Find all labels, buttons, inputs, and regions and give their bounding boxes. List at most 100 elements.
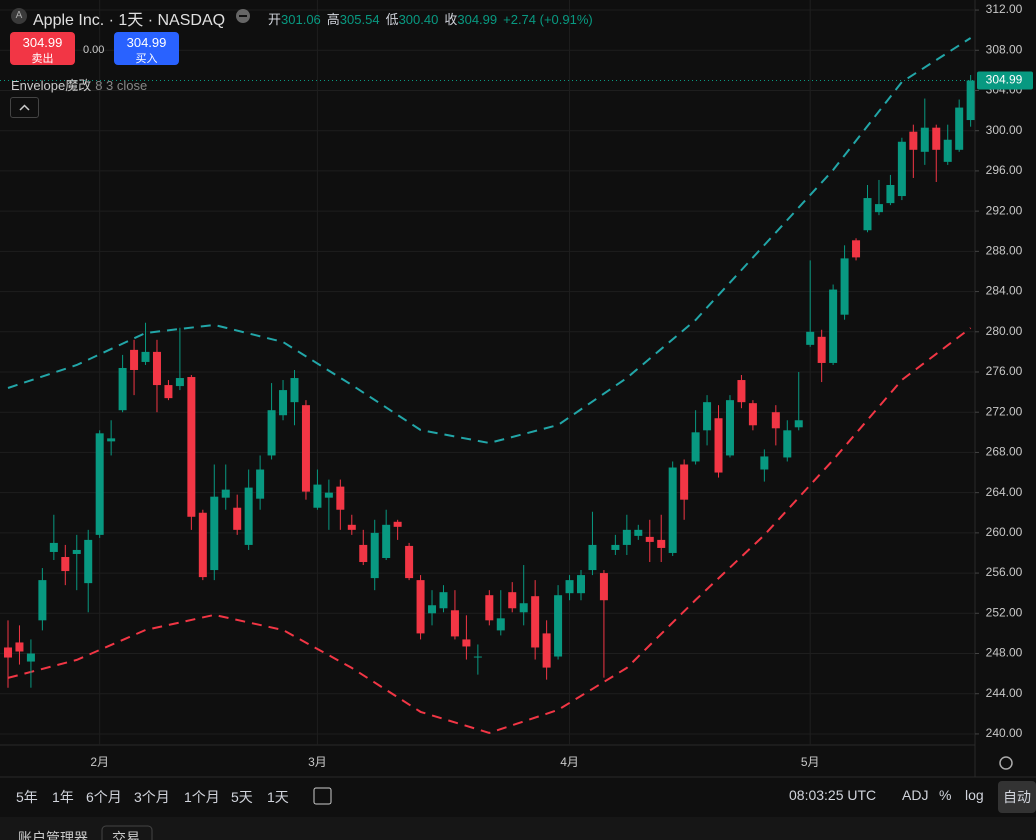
y-tick-label: 260.00 — [986, 525, 1023, 539]
y-tick-label: 312.00 — [986, 2, 1023, 16]
y-tick-label: 248.00 — [986, 646, 1023, 660]
logo: A — [11, 8, 27, 24]
range-button[interactable]: 5年 — [16, 789, 38, 805]
candle-body — [256, 469, 265, 499]
footer-bar — [0, 817, 1036, 840]
indicator-params: 8 3 close — [95, 78, 148, 93]
candle-body — [233, 507, 242, 530]
option-button[interactable]: ADJ — [902, 787, 929, 803]
candle-body — [966, 80, 975, 121]
candle-body — [324, 492, 333, 498]
candle-body — [244, 487, 253, 545]
candle-body — [462, 639, 471, 647]
settings-icon — [999, 756, 1013, 770]
range-button[interactable]: 1天 — [267, 789, 289, 805]
candle-body — [416, 580, 425, 634]
candle-body — [771, 412, 780, 429]
candle-body — [95, 433, 104, 535]
y-tick-label: 256.00 — [986, 565, 1023, 579]
candle-body — [313, 484, 322, 508]
candle-body — [897, 141, 906, 197]
candle-body — [668, 467, 677, 553]
ohlc-value: 305.54 — [339, 12, 380, 27]
candle-body — [450, 610, 459, 637]
range-button[interactable]: 1个月 — [184, 789, 220, 805]
y-tick-label: 240.00 — [986, 726, 1023, 740]
candle-body — [279, 390, 288, 416]
candle-body — [382, 524, 391, 558]
candle-body — [370, 532, 379, 579]
candle-body — [210, 496, 219, 571]
range-button[interactable]: 6个月 — [86, 789, 122, 805]
candle-body — [932, 127, 941, 150]
candle-body — [118, 367, 127, 411]
candle-body — [554, 595, 563, 657]
y-tick-label: 272.00 — [986, 404, 1023, 418]
y-tick-label: 288.00 — [986, 244, 1023, 258]
candle-body — [863, 198, 872, 231]
y-tick-label: 268.00 — [986, 445, 1023, 459]
buy-button[interactable]: 304.99 买入 — [114, 32, 179, 65]
candle-body — [439, 592, 448, 609]
range-button[interactable]: 5天 — [231, 789, 253, 805]
y-tick-label: 280.00 — [986, 324, 1023, 338]
candle-body — [4, 647, 12, 658]
candle-body — [943, 139, 952, 162]
date-range-icon — [313, 787, 332, 805]
candle-body — [221, 489, 230, 498]
candle-body — [645, 536, 654, 542]
hide-button[interactable] — [236, 9, 250, 23]
change: +2.74 (+0.91%) — [503, 12, 593, 27]
ohlc-value: 300.40 — [398, 12, 439, 27]
candle-body — [531, 596, 540, 648]
y-tick-label: 300.00 — [986, 123, 1023, 137]
candle-body — [691, 432, 700, 462]
collapse-button[interactable] — [10, 97, 39, 118]
option-button[interactable]: 自动 — [998, 781, 1036, 813]
candle-body — [508, 592, 517, 609]
envelope-line — [7, 37, 972, 445]
buy-price: 304.99 — [126, 35, 167, 50]
candle-body — [428, 605, 437, 614]
candle-body — [565, 580, 574, 594]
candle-body — [737, 380, 746, 403]
range-button[interactable]: 3个月 — [134, 789, 170, 805]
ohlc-label: 低 — [385, 12, 399, 27]
symbol[interactable]: Apple Inc. · 1天 · NASDAQ — [33, 12, 226, 29]
indicator-legend[interactable]: Envelope魔改 8 3 close — [11, 75, 147, 94]
y-tick-label: 244.00 — [986, 686, 1023, 700]
indicator-name: Envelope魔改 — [11, 78, 92, 93]
spread: 0.00 — [83, 44, 105, 56]
y-tick-label: 252.00 — [986, 605, 1023, 619]
ohlc-label: 开 — [268, 12, 282, 27]
candle-body — [152, 351, 161, 386]
candle-body — [49, 542, 58, 552]
ohlc-legend: 开301.06 高305.54 低300.40 收304.99 +2.74 (+0.91… — [268, 9, 599, 28]
footer-tab[interactable]: 账户管理器 — [18, 830, 88, 840]
ohlc-value: 301.06 — [281, 12, 321, 27]
candle-body — [130, 349, 139, 370]
option-button[interactable]: % — [939, 787, 952, 803]
option-button[interactable]: log — [965, 787, 984, 803]
candle-body — [886, 184, 895, 204]
candle-body — [622, 529, 631, 545]
candle-body — [175, 378, 184, 387]
candle-body — [611, 544, 620, 550]
candle-body — [714, 418, 723, 473]
ohlc-value: 304.99 — [457, 12, 498, 27]
candle-body — [909, 131, 918, 150]
candle-body — [829, 289, 838, 363]
footer-tab[interactable]: 交易 — [112, 830, 140, 840]
ohlc-label: 高 — [326, 12, 340, 27]
candle-body — [267, 410, 276, 456]
y-tick-label: 292.00 — [986, 203, 1023, 217]
caret — [19, 104, 30, 111]
candle-body — [955, 107, 964, 150]
candle-body — [84, 539, 93, 584]
y-tick-label: 264.00 — [986, 485, 1023, 499]
sell-button[interactable]: 304.99 卖出 — [10, 32, 75, 65]
range-button[interactable]: 1年 — [52, 789, 74, 805]
y-tick-label: 276.00 — [986, 364, 1023, 378]
candle-body — [634, 529, 643, 536]
